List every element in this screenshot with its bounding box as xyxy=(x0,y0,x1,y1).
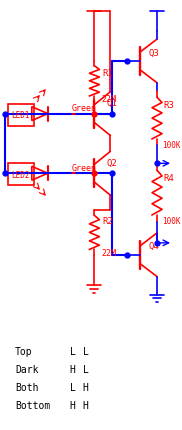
Text: 100K: 100K xyxy=(162,141,180,150)
Text: 22M: 22M xyxy=(102,95,117,104)
Text: Green: Green xyxy=(72,104,97,113)
Text: H: H xyxy=(70,365,76,375)
Text: Dark: Dark xyxy=(15,365,38,375)
Text: L: L xyxy=(70,383,76,393)
Text: L: L xyxy=(70,347,76,357)
Text: R4: R4 xyxy=(164,174,174,183)
Text: H: H xyxy=(82,401,88,411)
Text: 22M: 22M xyxy=(102,249,117,258)
Text: Both: Both xyxy=(15,383,38,393)
Text: LED2: LED2 xyxy=(12,171,30,180)
Text: Top: Top xyxy=(15,347,33,357)
Text: Bottom: Bottom xyxy=(15,401,50,411)
Text: H: H xyxy=(70,401,76,411)
Text: Q3: Q3 xyxy=(149,49,159,58)
Bar xyxy=(8,104,34,126)
Text: L: L xyxy=(82,347,88,357)
Text: LED1: LED1 xyxy=(12,111,30,120)
Text: R3: R3 xyxy=(164,101,174,110)
Text: Q2: Q2 xyxy=(107,159,118,168)
Text: R2: R2 xyxy=(102,218,113,227)
Text: L: L xyxy=(82,365,88,375)
Text: Q1: Q1 xyxy=(107,99,118,108)
Text: Green: Green xyxy=(72,164,97,173)
Bar xyxy=(8,163,34,185)
Text: R1: R1 xyxy=(102,69,113,78)
Text: H: H xyxy=(82,383,88,393)
Text: Q4: Q4 xyxy=(149,243,159,251)
Text: 100K: 100K xyxy=(162,218,180,227)
